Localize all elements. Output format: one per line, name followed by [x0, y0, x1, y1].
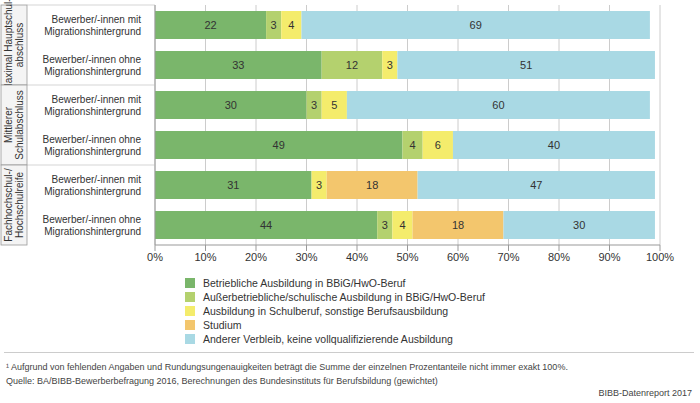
- svg-text:5: 5: [331, 99, 337, 111]
- svg-text:70%: 70%: [497, 251, 519, 263]
- html-text:Studium: Studium: [203, 319, 242, 331]
- svg-text:4: 4: [409, 139, 415, 151]
- svg-text:Bewerber/-innen ohneMigrations: Bewerber/-innen ohneMigrationshintergrun…: [43, 134, 142, 157]
- svg-text:33: 33: [232, 59, 244, 71]
- svg-text:Bewerber/-innen mitMigrationsh: Bewerber/-innen mitMigrationshintergrund: [44, 94, 141, 117]
- svg-text:30: 30: [225, 99, 237, 111]
- svg-text:3: 3: [271, 19, 277, 31]
- svg-text:50%: 50%: [396, 251, 418, 263]
- svg-text:30: 30: [573, 219, 585, 231]
- svg-text:3: 3: [316, 179, 322, 191]
- html-text:Außerbetriebliche/schulische A: Außerbetriebliche/schulische Ausbildung …: [203, 291, 485, 303]
- svg-text:4: 4: [399, 219, 405, 231]
- svg-text:44: 44: [260, 219, 272, 231]
- svg-text:30%: 30%: [295, 251, 317, 263]
- svg-text:Bewerber/-innen ohneMigrations: Bewerber/-innen ohneMigrationshintergrun…: [43, 214, 142, 237]
- html-text:Anderer Verbleib, keine vollqu: Anderer Verbleib, keine vollqualifiziere…: [203, 333, 453, 345]
- svg-text:60%: 60%: [447, 251, 469, 263]
- svg-text:3: 3: [311, 99, 317, 111]
- svg-text:20%: 20%: [245, 251, 267, 263]
- html-text:BIBB-Datenreport 2017: BIBB-Datenreport 2017: [598, 388, 692, 398]
- svg-text:Maximal Hauptschul-: Maximal Hauptschul-: [8, 0, 14, 92]
- svg-text:Bewerber/-innen ohneMigrations: Bewerber/-innen ohneMigrationshintergrun…: [43, 54, 142, 77]
- svg-text:18: 18: [366, 179, 378, 191]
- svg-text:51: 51: [520, 59, 532, 71]
- svg-text:49: 49: [273, 139, 285, 151]
- svg-text:Bewerber/-innen mitMigrationsh: Bewerber/-innen mitMigrationshintergrund: [44, 174, 141, 197]
- svg-text:90%: 90%: [598, 251, 620, 263]
- svg-text:22: 22: [204, 19, 216, 31]
- svg-text:40: 40: [548, 139, 560, 151]
- svg-text:47: 47: [530, 179, 542, 191]
- svg-text:abschluss: abschluss: [14, 23, 25, 67]
- html-text:Ausbildung in Schulberuf, sons: Ausbildung in Schulberuf, sonstige Beruf…: [203, 305, 449, 317]
- svg-text:3: 3: [387, 59, 393, 71]
- svg-text:18: 18: [452, 219, 464, 231]
- svg-text:Mittlerer: Mittlerer: [8, 106, 14, 143]
- svg-text:69: 69: [470, 19, 482, 31]
- html-text:Betriebliche Ausbildung in BBi: Betriebliche Ausbildung in BBiG/HwO-Beru…: [203, 277, 406, 289]
- svg-text:10%: 10%: [194, 251, 216, 263]
- svg-text:12: 12: [346, 59, 358, 71]
- html-text:Quelle: BA/BIBB-Bewerberbefrag: Quelle: BA/BIBB-Bewerberbefragung 2016, …: [6, 376, 438, 386]
- svg-text:100%: 100%: [646, 251, 674, 263]
- svg-text:Schulabschluss: Schulabschluss: [14, 90, 25, 159]
- svg-text:40%: 40%: [346, 251, 368, 263]
- svg-text:Bewerber/-innen mitMigrationsh: Bewerber/-innen mitMigrationshintergrund: [44, 14, 141, 37]
- svg-text:60: 60: [492, 99, 504, 111]
- svg-text:Hochschulreife: Hochschulreife: [14, 171, 25, 238]
- svg-text:3: 3: [382, 219, 388, 231]
- svg-text:6: 6: [435, 139, 441, 151]
- svg-text:Fachhochschul-/: Fachhochschul-/: [8, 168, 14, 242]
- svg-text:80%: 80%: [548, 251, 570, 263]
- svg-text:4: 4: [288, 19, 294, 31]
- svg-text:0%: 0%: [147, 251, 163, 263]
- html-text:¹ Aufgrund von fehlenden Angab: ¹ Aufgrund von fehlenden Angaben und Run…: [6, 362, 568, 372]
- svg-text:31: 31: [227, 179, 239, 191]
